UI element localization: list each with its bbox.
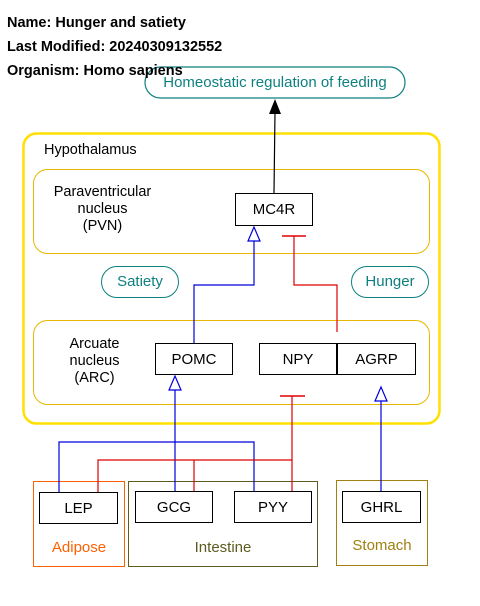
pvn-label-line3: (PVN) [82, 218, 123, 234]
adipose-label: Adipose [51, 539, 107, 556]
gene-pyy-box[interactable] [234, 491, 312, 523]
adipose-group [33, 481, 125, 567]
edge-mc4r-to-outcome [269, 99, 281, 194]
hunger-label: Hunger [365, 273, 415, 290]
arc-region [33, 320, 430, 405]
gene-pomc-box[interactable] [155, 343, 233, 375]
hunger-node[interactable] [351, 266, 429, 298]
arc-label-line2: nucleus [69, 353, 120, 369]
outcome-node[interactable] [144, 66, 406, 99]
gene-mc4r[interactable]: MC4R [252, 201, 296, 218]
edge-agrp-inhibits-mc4r [282, 235, 338, 332]
satiety-label: Satiety [117, 273, 163, 290]
gene-pomc[interactable]: POMC [171, 351, 217, 368]
pathway-name: Name: Hunger and satiety [7, 15, 186, 31]
hypothalamus-region [22, 132, 441, 425]
gene-npy-box[interactable] [259, 343, 337, 375]
intestine-label: Intestine [194, 539, 252, 556]
stomach-label: Stomach [352, 537, 412, 554]
intestine-group [128, 481, 318, 567]
gene-agrp-box[interactable] [337, 343, 416, 375]
outcome-label: Homeostatic regulation of feeding [163, 74, 387, 91]
gene-ghrl-box[interactable] [342, 491, 421, 523]
gene-npy[interactable]: NPY [282, 351, 314, 368]
organism: Organism: Homo sapiens [7, 63, 183, 79]
pvn-label: Paraventricular nucleus (PVN) [45, 184, 160, 235]
gene-lep-box[interactable] [39, 492, 118, 524]
edges-inhibit-npy [97, 395, 305, 492]
arc-label: Arcuate nucleus (ARC) [52, 336, 137, 387]
gene-gcg[interactable]: GCG [156, 499, 192, 516]
pvn-label-line2: nucleus [77, 201, 128, 217]
edges-to-pomc [58, 374, 255, 492]
edge-ghrl-to-agrp [374, 385, 388, 491]
last-modified: Last Modified: 20240309132552 [7, 39, 223, 55]
gene-pyy[interactable]: PYY [257, 499, 288, 516]
arc-label-line1: Arcuate [69, 336, 120, 352]
arc-label-line3: (ARC) [74, 370, 115, 386]
gene-ghrl[interactable]: GHRL [360, 499, 403, 516]
edge-pomc-to-mc4r [193, 225, 261, 343]
pvn-region [33, 169, 430, 254]
gene-gcg-box[interactable] [135, 491, 213, 523]
gene-agrp[interactable]: AGRP [355, 351, 398, 368]
hypothalamus-label: Hypothalamus [44, 142, 137, 158]
pvn-label-line1: Paraventricular [53, 184, 152, 200]
gene-lep[interactable]: LEP [64, 500, 93, 517]
gene-mc4r-box[interactable] [235, 193, 313, 226]
satiety-node[interactable] [101, 266, 179, 298]
stomach-group [336, 480, 428, 566]
